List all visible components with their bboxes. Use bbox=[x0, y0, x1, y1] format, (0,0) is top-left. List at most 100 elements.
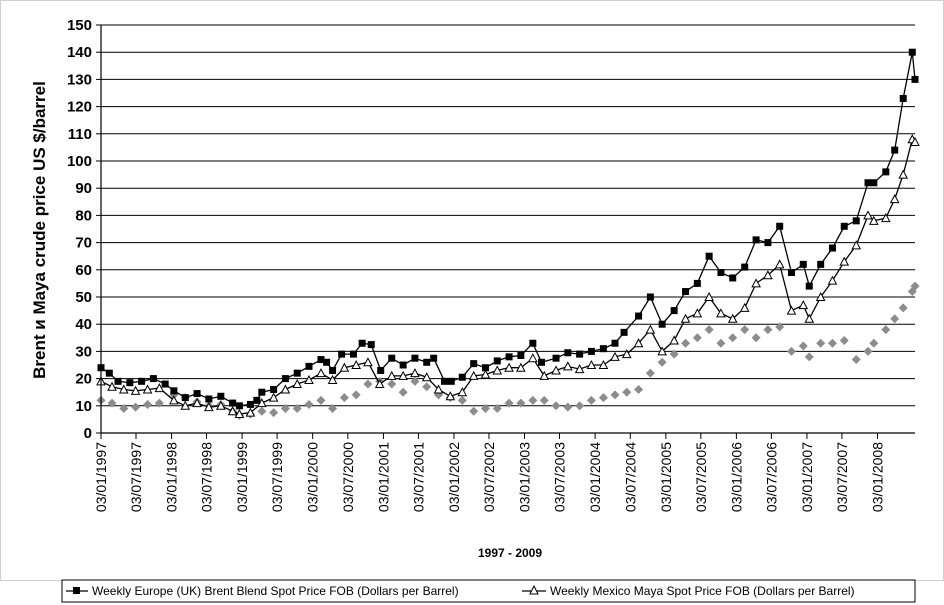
data-point bbox=[598, 359, 609, 369]
data-point bbox=[480, 404, 490, 414]
data-point bbox=[564, 349, 572, 357]
legend-maya-marker bbox=[529, 584, 539, 595]
data-point bbox=[868, 215, 879, 225]
data-point bbox=[154, 383, 165, 393]
data-point bbox=[898, 303, 908, 313]
data-point bbox=[504, 398, 514, 408]
data-point bbox=[890, 314, 900, 324]
data-point bbox=[367, 341, 375, 349]
x-tick-label: 03/01/2000 bbox=[305, 442, 321, 512]
data-point bbox=[817, 260, 825, 268]
data-point bbox=[469, 406, 479, 416]
data-point bbox=[863, 210, 873, 220]
data-point bbox=[114, 377, 122, 385]
x-tick-label: 03/07/2004 bbox=[622, 442, 638, 512]
data-point bbox=[911, 75, 919, 83]
data-point bbox=[410, 368, 420, 378]
y-tick-label: 70 bbox=[75, 235, 92, 252]
data-point bbox=[621, 349, 632, 359]
data-point bbox=[587, 347, 595, 355]
data-point bbox=[328, 404, 338, 414]
data-point bbox=[399, 361, 407, 369]
data-point bbox=[787, 269, 795, 277]
x-tick-label: 03/07/1998 bbox=[199, 442, 215, 512]
data-point bbox=[863, 346, 873, 356]
data-point bbox=[410, 376, 420, 386]
data-point bbox=[610, 390, 620, 400]
data-point bbox=[899, 94, 907, 102]
x-tick-label: 03/01/1998 bbox=[164, 442, 180, 512]
data-point bbox=[827, 338, 837, 348]
data-point bbox=[105, 369, 113, 377]
data-point bbox=[727, 313, 738, 323]
data-point bbox=[881, 325, 891, 335]
x-tick-label: 03/01/2005 bbox=[658, 442, 674, 512]
data-point bbox=[716, 338, 726, 348]
data-point bbox=[257, 406, 267, 416]
data-point bbox=[246, 400, 254, 408]
data-point bbox=[828, 244, 836, 252]
data-point bbox=[329, 366, 337, 374]
data-point bbox=[751, 333, 761, 343]
data-point bbox=[717, 269, 725, 277]
data-point bbox=[422, 382, 432, 392]
data-point bbox=[645, 324, 656, 334]
data-point bbox=[839, 256, 850, 266]
data-point bbox=[575, 401, 585, 411]
data-point bbox=[505, 353, 513, 361]
data-point bbox=[398, 387, 408, 397]
data-point bbox=[235, 402, 243, 410]
data-point bbox=[492, 365, 503, 375]
data-point bbox=[504, 362, 514, 372]
y-tick-label: 60 bbox=[75, 262, 92, 279]
x-tick-label: 03/07/2005 bbox=[693, 442, 709, 512]
data-point bbox=[433, 384, 444, 394]
data-point bbox=[338, 350, 346, 358]
data-point bbox=[680, 313, 691, 323]
data-point bbox=[142, 384, 153, 394]
data-point bbox=[786, 346, 796, 356]
data-point bbox=[839, 336, 849, 346]
data-point bbox=[751, 278, 761, 288]
data-point bbox=[457, 395, 467, 405]
data-point bbox=[634, 384, 644, 394]
y-tick-label: 80 bbox=[75, 207, 92, 224]
data-point bbox=[468, 370, 479, 380]
data-point bbox=[292, 378, 303, 389]
data-point bbox=[670, 307, 678, 315]
data-point bbox=[752, 236, 760, 244]
data-point bbox=[154, 398, 164, 408]
data-point bbox=[551, 365, 561, 375]
data-point bbox=[323, 358, 331, 366]
data-point bbox=[552, 354, 560, 362]
data-point bbox=[358, 339, 366, 347]
data-point bbox=[798, 341, 808, 351]
data-point bbox=[551, 401, 561, 411]
x-tick-label: 03/07/2007 bbox=[834, 442, 850, 512]
legend: Weekly Europe (UK) Brent Blend Spot Pric… bbox=[61, 579, 916, 603]
data-point bbox=[281, 375, 289, 383]
data-point bbox=[763, 325, 773, 335]
data-point bbox=[481, 364, 489, 372]
data-point bbox=[138, 377, 146, 385]
data-point bbox=[827, 275, 838, 285]
data-point bbox=[492, 404, 502, 414]
data-point bbox=[539, 370, 550, 380]
data-point bbox=[493, 357, 501, 365]
data-point bbox=[363, 379, 373, 389]
data-point bbox=[910, 136, 920, 146]
data-point bbox=[351, 359, 361, 369]
data-point bbox=[774, 259, 785, 269]
data-point bbox=[611, 339, 619, 347]
y-tick-label: 100 bbox=[67, 153, 92, 170]
data-point bbox=[317, 356, 325, 364]
data-point bbox=[669, 335, 679, 345]
data-point bbox=[562, 361, 573, 371]
data-point bbox=[805, 282, 813, 290]
data-point bbox=[217, 392, 225, 400]
data-point bbox=[181, 394, 189, 402]
data-point bbox=[143, 399, 153, 409]
data-point bbox=[107, 398, 117, 408]
data-point bbox=[445, 391, 456, 401]
